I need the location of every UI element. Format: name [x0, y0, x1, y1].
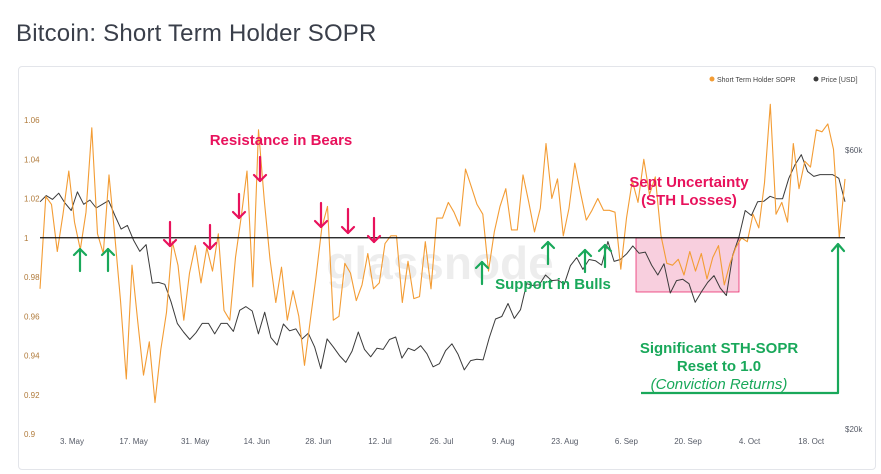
legend-label-sopr: Short Term Holder SOPR [717, 77, 795, 84]
x-tick-label: 17. May [119, 437, 147, 446]
reset-arrow-shaft [641, 245, 840, 395]
y-axis-left: 1.06 1.04 1.02 1 0.98 0.96 0.94 0.92 0.9 [24, 116, 40, 439]
support-arrow-head [100, 247, 116, 257]
annotation-reset: Significant STH-SOPR [640, 340, 799, 357]
annotation-resistance: Resistance in Bears [210, 132, 353, 149]
y-tick-label: 1.02 [24, 195, 40, 204]
watermark-text: glassnode [326, 237, 554, 289]
x-tick-label: 3. May [60, 437, 84, 446]
y-tick-label: 1.06 [24, 116, 40, 125]
x-tick-label: 28. Jun [305, 437, 331, 446]
legend-label-price: Price [USD] [821, 77, 858, 84]
annotation-reset-sub: Reset to 1.0 [677, 358, 761, 375]
y-tick-label: 0.98 [24, 273, 40, 282]
x-tick-label: 14. Jun [244, 437, 270, 446]
resistance-arrow-head [340, 225, 356, 235]
support-arrow-head [540, 240, 556, 250]
right-tick-label: $60k [845, 146, 863, 155]
annotation-sept-sub: (STH Losses) [641, 192, 737, 209]
resistance-arrow-head [313, 219, 329, 229]
annotation-support: Support in Bulls [495, 276, 611, 293]
x-tick-label: 18. Oct [798, 437, 825, 446]
y-tick-label: 0.94 [24, 352, 40, 361]
y-axis-right: $60k $20k [845, 146, 863, 434]
x-tick-label: 6. Sep [615, 437, 639, 446]
resistance-arrow-head [252, 173, 268, 183]
x-tick-label: 20. Sep [674, 437, 702, 446]
y-tick-label: 0.92 [24, 391, 40, 400]
reset-arrow-head [830, 242, 846, 253]
series [39, 103, 846, 404]
support-arrow-head [577, 248, 593, 258]
x-tick-label: 31. May [181, 437, 209, 446]
page-title: Bitcoin: Short Term Holder SOPR [16, 20, 377, 47]
y-tick-label: 0.96 [24, 312, 40, 321]
x-tick-label: 23. Aug [551, 437, 578, 446]
legend: Short Term Holder SOPR Price [USD] [709, 76, 858, 84]
support-arrow-head [474, 260, 490, 270]
support-arrow-head [597, 243, 613, 253]
y-tick-label: 1 [24, 234, 29, 243]
resistance-arrow-head [231, 210, 247, 220]
resistance-arrow-head [202, 241, 218, 251]
y-tick-label: 1.04 [24, 155, 40, 164]
x-tick-label: 26. Jul [430, 437, 454, 446]
watermark: glassnode [326, 237, 554, 289]
x-tick-label: 4. Oct [739, 437, 761, 446]
right-tick-label: $20k [845, 425, 863, 434]
legend-dot-price [813, 76, 819, 82]
price-line [39, 154, 846, 371]
annotation-conviction: (Conviction Returns) [651, 376, 788, 393]
legend-dot-sopr [709, 76, 715, 82]
x-tick-label: 9. Aug [492, 437, 515, 446]
support-arrow-head [72, 247, 88, 257]
resistance-arrow-head [366, 234, 382, 244]
y-tick-label: 0.9 [24, 430, 36, 439]
sopr-line [39, 103, 846, 404]
x-axis: 3. May 17. May 31. May 14. Jun 28. Jun 12. Ju… [60, 437, 825, 446]
x-tick-label: 12. Jul [368, 437, 392, 446]
annotations: Resistance in Bears Support in Bulls Sept … [72, 132, 846, 395]
annotation-sept: Sept Uncertainty [629, 174, 749, 191]
resistance-arrow-head [162, 238, 178, 248]
